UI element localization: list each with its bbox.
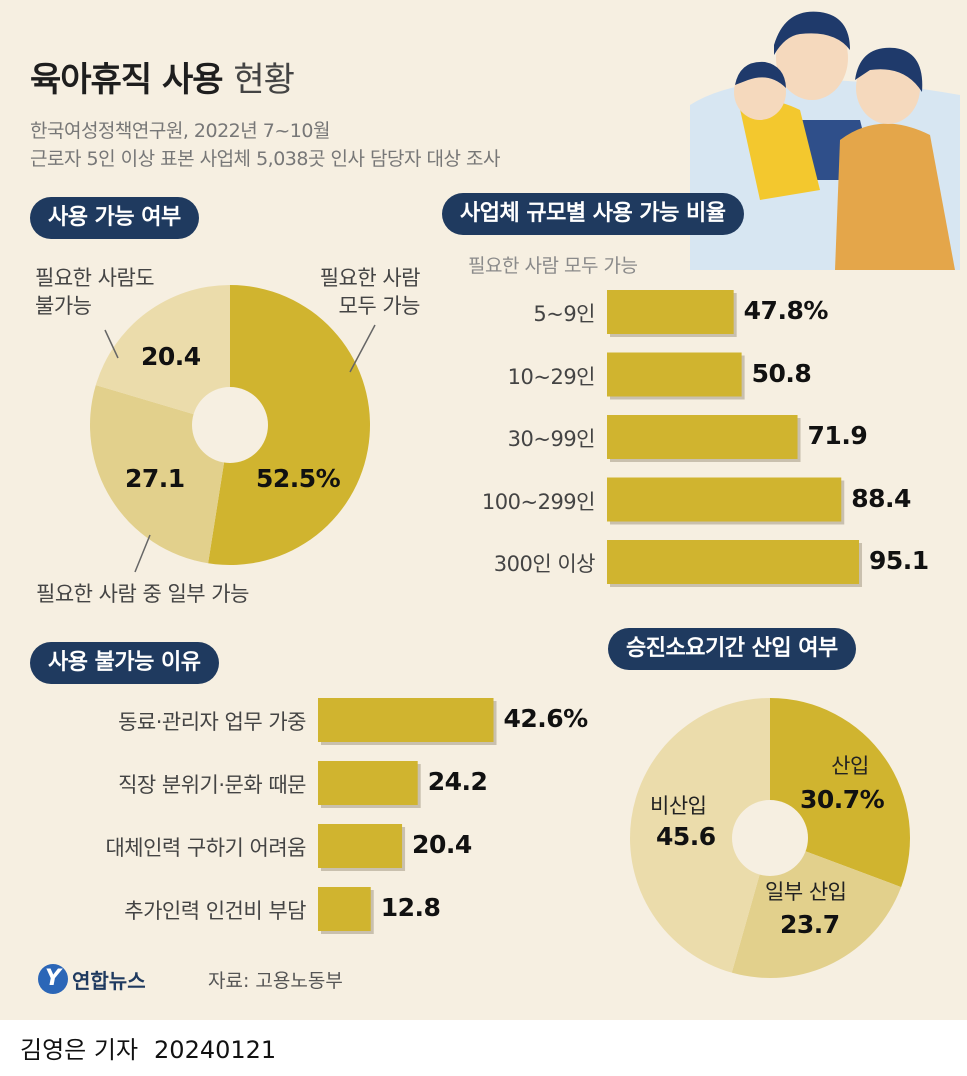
value-none-possible: 20.4 — [141, 342, 201, 371]
size-category-label: 100~299인 — [481, 489, 596, 514]
label-none-possible-line-2: 불가능 — [35, 294, 92, 318]
size-section-title: 사업체 규모별 사용 가능 비율 — [442, 193, 744, 235]
reason-category-label: 동료·관리자 업무 가중 — [118, 710, 306, 734]
promotion-donut-chart — [630, 698, 910, 978]
slice-all-possible — [208, 285, 371, 565]
label-all-possible-line-1: 필요한 사람 — [319, 266, 421, 290]
title-bold: 육아휴직 사용 — [30, 60, 224, 100]
yonhap-logo-icon: Y — [38, 964, 68, 994]
reason-category-label: 직장 분위기·문화 때문 — [118, 773, 306, 797]
availability-donut-chart — [89, 285, 376, 573]
leader-line-none — [104, 329, 119, 359]
yonhap-logo: Y 연합뉴스 — [38, 964, 146, 994]
size-category-label: 10~29인 — [507, 364, 596, 389]
size-bar — [607, 477, 842, 522]
reason-category-label: 대체인력 구하기 어려움 — [105, 836, 306, 860]
availability-section-title: 사용 가능 여부 — [30, 197, 199, 239]
yonhap-logo-text: 연합뉴스 — [72, 968, 146, 993]
title-light: 현황 — [233, 60, 295, 100]
reason-value-label: 20.4 — [412, 830, 472, 859]
label-not-included: 비산입 — [650, 794, 707, 818]
reason-value-label: 12.8 — [380, 893, 441, 922]
size-bar — [607, 415, 798, 459]
leader-line-some — [134, 534, 151, 573]
leader-line-all — [349, 324, 376, 373]
size-chart-note: 필요한 사람 모두 가능 — [468, 255, 638, 277]
reason-value-label: 24.2 — [427, 767, 488, 796]
label-partly-included: 일부 산입 — [765, 880, 847, 904]
size-category-label: 300인 이상 — [493, 552, 596, 576]
size-bar — [607, 290, 734, 334]
size-bar-chart — [607, 290, 863, 587]
reason-category-label: 추가인력 인건비 부담 — [124, 899, 306, 923]
donut-hole — [732, 800, 808, 876]
reason-bar — [318, 761, 418, 805]
footer: 김영은 기자 20240121 — [20, 1030, 276, 1065]
label-all-possible-line-2: 모두 가능 — [338, 294, 421, 318]
reason-bar — [318, 698, 494, 742]
reporter-name: 김영은 기자 — [20, 1036, 139, 1064]
reasons-section-title: 사용 불가능 이유 — [30, 642, 219, 684]
value-not-included: 45.6 — [656, 822, 716, 851]
label-none-possible-line-1: 필요한 사람도 — [35, 266, 155, 290]
size-category-label: 5~9인 — [533, 302, 595, 326]
reason-bar — [318, 824, 403, 868]
value-all-possible: 52.5% — [256, 464, 341, 493]
size-value-label: 47.8% — [743, 296, 829, 325]
size-bar — [607, 352, 742, 397]
reason-bar — [318, 887, 371, 931]
label-some-possible: 필요한 사람 중 일부 가능 — [36, 582, 249, 606]
source-text: 자료: 고용노동부 — [208, 970, 343, 992]
subtitle-line-2: 근로자 5인 이상 표본 사업체 5,038곳 인사 담당자 대상 조사 — [30, 148, 500, 170]
chart-canvas — [89, 11, 960, 978]
slice-none-possible — [95, 285, 230, 425]
size-bar — [607, 540, 860, 584]
page-title: 육아휴직 사용 현황 — [30, 52, 295, 101]
size-category-label: 30~99인 — [507, 427, 596, 451]
size-value-label: 88.4 — [851, 483, 911, 513]
size-value-label: 50.8 — [751, 358, 812, 388]
reason-value-label: 42.6% — [503, 704, 589, 733]
size-value-label: 95.1 — [869, 546, 929, 575]
reasons-bar-chart — [318, 698, 497, 934]
value-some-possible: 27.1 — [125, 464, 185, 493]
size-value-label: 71.9 — [807, 421, 868, 450]
label-included: 산입 — [831, 754, 869, 778]
promotion-section-title: 승진소요기간 산입 여부 — [608, 628, 856, 670]
donut-hole — [192, 387, 268, 463]
publish-date: 20240121 — [154, 1036, 277, 1064]
value-included: 30.7% — [800, 785, 885, 814]
family-illustration — [690, 11, 960, 270]
value-partly-included: 23.7 — [780, 910, 840, 939]
subtitle-line-1: 한국여성정책연구원, 2022년 7~10월 — [30, 120, 330, 142]
slice-not-included — [630, 698, 770, 973]
